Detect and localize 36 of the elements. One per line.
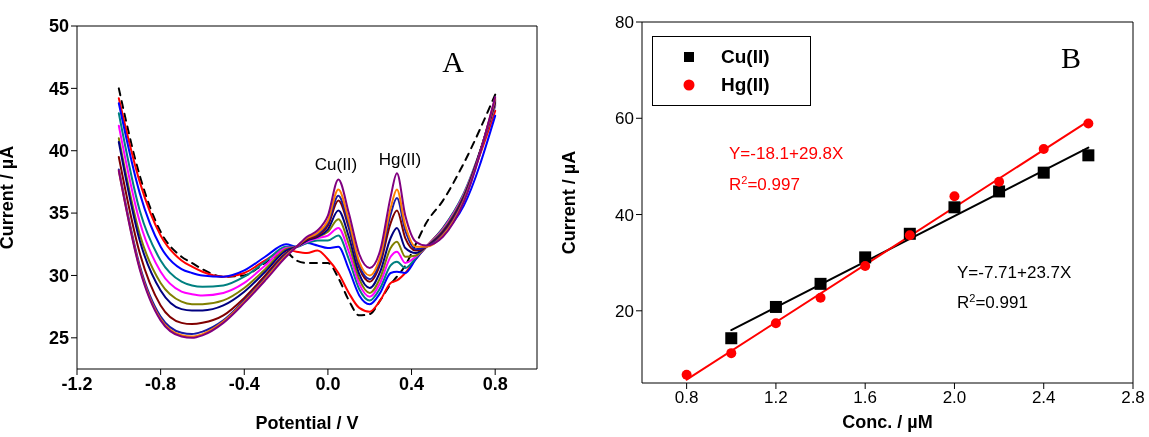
annotation: R$^{2}$=0.991: [957, 292, 1028, 312]
annotation: A: [442, 45, 465, 78]
y-tick-label: 50: [48, 16, 69, 37]
x-tick-label: 1.6: [853, 388, 877, 408]
y-axis-title: Current / µA: [559, 150, 580, 255]
y-axis-title: Current / µA: [0, 145, 18, 250]
x-tick-label: 1.2: [764, 388, 788, 408]
x-tick-label: -0.8: [145, 373, 177, 394]
y-tick-label: 45: [48, 78, 69, 99]
annotation: R$^{2}$=0.997: [729, 174, 800, 194]
x-axis-title: Conc. / µM: [842, 412, 933, 432]
annotation: Hg(II): [378, 150, 422, 169]
y-tick-label: 35: [48, 203, 69, 224]
y-tick-label: 25: [48, 328, 69, 349]
x-tick-label: -0.4: [228, 373, 260, 394]
legend-label: Cu(II): [721, 46, 770, 68]
x-tick-label: 2.8: [1121, 388, 1145, 408]
y-tick-label: 40: [615, 205, 634, 225]
x-axis-title: Potential / V: [255, 413, 359, 433]
y-tick-label: 80: [615, 13, 634, 33]
x-tick-label: 2.0: [942, 388, 967, 408]
x-tick-label: 0.4: [399, 373, 425, 394]
x-tick-label: 0.8: [482, 373, 508, 394]
y-tick-label: 20: [615, 301, 634, 321]
y-tick-label: 60: [615, 109, 634, 129]
y-tick-label: 40: [48, 141, 69, 162]
x-tick-label: 0.8: [674, 388, 699, 408]
annotation: Cu(II): [314, 155, 358, 174]
annotation: Y=-7.71+23.7X: [957, 263, 1072, 282]
legend-label: Hg(II): [721, 74, 770, 96]
x-tick-label: 2.4: [1031, 388, 1056, 408]
x-tick-label: 0.0: [315, 373, 341, 394]
annotation: Y=-18.1+29.8X: [729, 144, 844, 163]
y-tick-label: 30: [48, 265, 69, 286]
x-tick-label: -1.2: [61, 373, 93, 394]
annotation: B: [1060, 41, 1082, 74]
